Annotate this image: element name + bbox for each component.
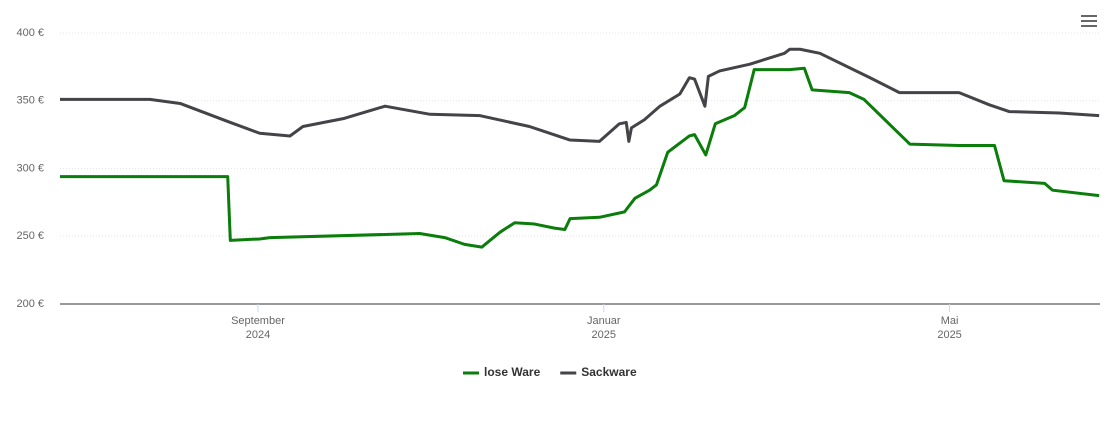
y-tick-label: 350 € xyxy=(16,95,44,107)
legend-label: lose Ware xyxy=(484,365,541,379)
legend-item[interactable]: Sackware xyxy=(560,365,637,379)
legend: lose Ware Sackware xyxy=(463,365,637,379)
x-tick-label: 2024 xyxy=(246,329,270,341)
x-tick-label: 2025 xyxy=(592,329,616,341)
y-tick-label: 200 € xyxy=(16,298,44,310)
x-tick-label: 2025 xyxy=(937,329,961,341)
x-tick-label: Januar xyxy=(587,315,621,327)
legend-item[interactable]: lose Ware xyxy=(463,365,541,379)
menu-button[interactable] xyxy=(1080,14,1098,28)
series-line xyxy=(60,66,1100,249)
x-tick-label: September xyxy=(231,315,285,327)
x-tick-label: Mai xyxy=(941,315,959,327)
y-tick-label: 250 € xyxy=(16,230,44,242)
y-tick-label: 300 € xyxy=(16,162,44,174)
series-line xyxy=(60,47,1100,143)
y-tick-label: 400 € xyxy=(16,27,44,39)
legend-label: Sackware xyxy=(581,365,637,379)
